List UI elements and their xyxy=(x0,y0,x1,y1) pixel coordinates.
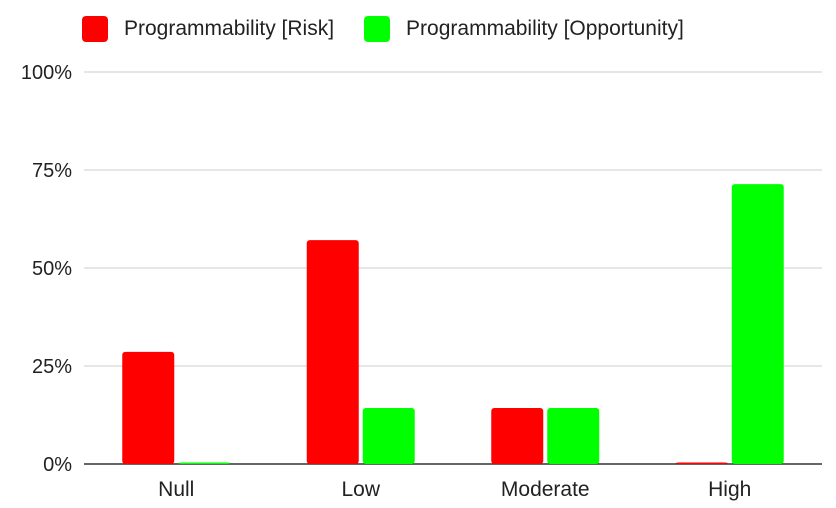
y-tick-label: 25% xyxy=(32,356,72,378)
bar-high-risk[interactable] xyxy=(675,462,728,465)
legend-swatch-opportunity xyxy=(364,16,391,42)
bar-moderate-opportunity[interactable] xyxy=(547,407,600,464)
y-tick-label: 0% xyxy=(43,454,72,476)
bar-low-risk[interactable] xyxy=(306,240,359,464)
bar-high-opportunity[interactable] xyxy=(731,184,784,464)
x-axis-ticks: Null Low Moderate High xyxy=(158,478,751,501)
y-tick-label: 50% xyxy=(32,258,72,280)
x-tick-label: High xyxy=(708,478,751,501)
bar-moderate-risk[interactable] xyxy=(491,407,544,464)
x-tick-label: Null xyxy=(158,478,194,501)
legend-item-opportunity[interactable]: Programmability [Opportunity] xyxy=(364,16,684,42)
bar-null-opportunity[interactable] xyxy=(178,462,231,465)
y-tick-label: 75% xyxy=(32,160,72,182)
legend-item-risk[interactable]: Programmability [Risk] xyxy=(82,16,334,42)
x-tick-label: Moderate xyxy=(501,478,590,501)
y-axis-ticks: 0% 25% 50% 75% 100% xyxy=(21,62,72,476)
legend-label-opportunity: Programmability [Opportunity] xyxy=(406,17,684,40)
y-tick-label: 100% xyxy=(21,62,72,84)
chart-legend: Programmability [Risk] Programmability [… xyxy=(82,14,714,44)
bars xyxy=(122,184,784,464)
legend-swatch-risk xyxy=(82,16,108,42)
gridlines xyxy=(84,71,822,465)
x-tick-label: Low xyxy=(341,478,380,501)
legend-label-risk: Programmability [Risk] xyxy=(124,17,335,40)
bar-low-opportunity[interactable] xyxy=(362,407,415,464)
bar-null-risk[interactable] xyxy=(122,351,175,464)
